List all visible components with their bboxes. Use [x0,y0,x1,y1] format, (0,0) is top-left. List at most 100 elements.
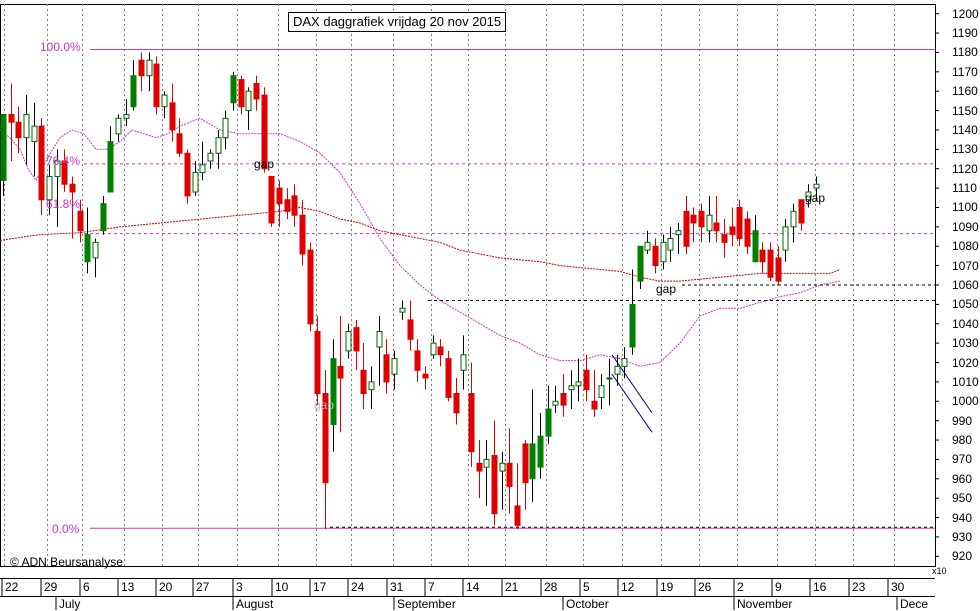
candle-body [690,214,697,224]
fib-label-61: 61.8% [46,197,81,211]
candle-body [407,319,414,340]
candle-body [414,350,421,371]
x-tick-label: 22 [5,580,19,594]
y-multiplier-label: x10 [932,566,947,576]
candle-body [460,354,467,371]
candle-body [759,249,766,263]
x-tick-label: 31 [390,580,404,594]
x-tick-label: 12 [621,580,635,594]
y-tick-label: 1000 [952,394,979,409]
fib-label-100: 100.0% [40,40,81,54]
candle-body [360,369,367,395]
y-tick-label: 1140 [952,122,978,137]
x-tick-label: 30 [891,580,905,594]
candle-body [660,241,667,263]
y-tick-label: 1130 [952,142,978,157]
x-tick-label: 28 [544,580,558,594]
month-label: October [566,597,609,611]
candle-body [468,393,475,453]
candle-body [552,400,559,406]
y-tick-label: 950 [952,491,973,506]
candle-body [629,303,636,348]
candle-body [268,175,275,224]
y-tick-label: 1090 [952,219,979,234]
candle-body [744,218,751,247]
candle-body [453,393,460,414]
candle-body [184,152,191,197]
candle-body [667,237,674,251]
candle-body [8,113,15,123]
candle-body [54,160,61,177]
candle-body [123,113,130,119]
candle-body [491,455,498,515]
copyright-label: © ADN Beursanalyse [10,555,123,569]
candle-body [353,327,360,352]
trend-line [611,354,653,414]
x-tick-label: 23 [852,580,866,594]
y-tick-label: 1120 [952,161,978,176]
candle-body [0,113,7,181]
candle-body [621,358,628,367]
candle-body [391,358,398,375]
candle-body [499,462,506,472]
candle-body [706,214,713,232]
y-tick-label: 1180 [952,45,978,60]
candle-body [652,245,659,267]
month-label: September [397,597,456,611]
y-tick-label: 1040 [952,316,979,331]
trend-line [611,373,653,433]
candle-body [276,187,283,205]
y-tick-label: 940 [952,510,973,525]
y-tick-label: 1170 [952,64,978,79]
candle-body [575,381,582,387]
y-tick-label: 1010 [952,374,979,389]
candle-body [146,59,153,77]
moving-average-short [0,117,841,367]
candle-body [77,210,84,232]
candle-body [506,462,513,488]
y-tick-label: 930 [952,529,973,544]
candle-body [161,94,168,108]
gap-annotation-august-low: gap [314,398,335,412]
y-tick-label: 1190 [952,26,978,41]
candle-body [614,365,621,375]
candle-body [253,82,260,100]
candle-body [721,234,728,243]
candle-body [529,443,536,480]
candle-body [307,249,314,325]
candle-body [100,203,107,232]
y-tick-label: 1110 [952,181,977,196]
candle-body [713,222,720,232]
candle-body [752,230,759,263]
candle-body [522,443,529,484]
x-tick-label: 20 [159,580,173,594]
month-label: July [59,597,81,611]
candle-body [222,117,229,139]
fib-label-76: 76.4% [46,154,81,168]
candle-body [790,210,797,228]
x-tick-label: 14 [466,580,480,594]
chart-title: DAX daggrafiek vrijdag 20 nov 2015 [288,12,507,32]
candle-body [483,458,490,468]
candle-body [299,214,306,255]
candle-body [698,210,705,228]
candle-body [245,90,252,112]
x-tick-label: 6 [83,580,90,594]
x-tick-label: 21 [505,580,519,594]
candle-body [169,102,176,131]
candle-body [422,373,429,379]
candle-body [445,358,452,398]
candle-body [199,164,206,174]
gap-annotation-november: gap [805,191,826,205]
gap-annotation-august: gap [254,157,275,171]
candle-body [376,331,383,348]
candle-body [314,331,321,395]
candle-body [207,152,214,162]
x-tick-label: 5 [583,580,590,594]
candle-body [23,113,30,139]
candle-body [583,369,590,391]
candle-body [261,94,268,170]
candle-body [383,354,390,383]
candle-body [230,75,237,104]
